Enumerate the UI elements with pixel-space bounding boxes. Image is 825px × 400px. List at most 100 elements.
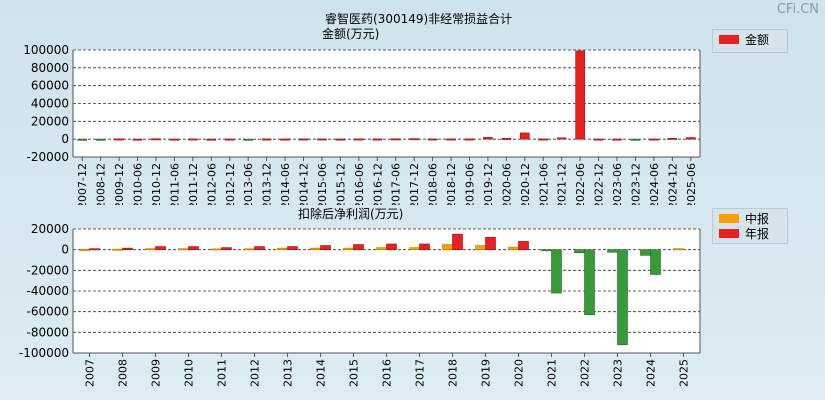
x-tick-label: 2020-06 (500, 163, 513, 205)
bar-中报-2017 (409, 247, 420, 250)
legend-swatch-amount (719, 35, 739, 44)
bar-中报-2021 (541, 249, 552, 252)
bar-年报-2012 (254, 246, 265, 250)
bar-金额-2013-06 (243, 138, 253, 141)
bar-金额-2014-12 (298, 138, 309, 141)
x-tick-label: 2013-12 (261, 163, 274, 205)
bar-金额-2010-12 (151, 138, 161, 141)
y-tick-label: -100000 (19, 346, 69, 360)
bar-年报-2018 (452, 233, 463, 250)
x-tick-label: 2016-06 (353, 163, 366, 205)
bar-中报-2011 (211, 248, 222, 251)
x-tick-label: 2011-12 (187, 163, 200, 205)
watermark: CFi.CN (776, 2, 819, 17)
bar-金额-2014-06 (280, 138, 290, 141)
bar-年报-2020 (518, 241, 529, 250)
bar-年报-2023 (617, 249, 628, 346)
bar-金额-2021-12 (556, 137, 567, 140)
bar-中报-2018 (442, 244, 453, 250)
x-tick-label: 2008 (117, 359, 130, 387)
bar-中报-2023 (607, 249, 618, 253)
x-tick-label: 2015-12 (334, 163, 347, 205)
bar-金额-2023-12 (630, 138, 641, 141)
bar-中报-2024 (640, 249, 651, 256)
bar-年报-2011 (221, 247, 232, 250)
x-tick-label: 2011-06 (168, 163, 181, 205)
y-tick-label: -20000 (26, 150, 69, 164)
bar-金额-2011-12 (188, 138, 198, 141)
top-chart: 100000 80000 60000 40000 20000 0 -20000 2007-12… (23, 43, 701, 205)
legend-item-interim: 中报 (713, 211, 787, 226)
bar-金额-2017-06 (390, 138, 401, 141)
x-tick-label: 2019 (480, 359, 493, 387)
y-tick-label: 80000 (31, 61, 69, 75)
x-tick-label: 2009 (150, 359, 163, 387)
legend-item-amount: 金额 (713, 32, 787, 47)
x-tick-label: 2014-12 (298, 163, 311, 205)
y-tick-label: -20000 (26, 263, 69, 277)
bottom-legend: 中报 年报 (712, 208, 788, 244)
y-tick-label: 20000 (31, 222, 69, 236)
x-tick-label: 2007 (84, 359, 97, 387)
x-tick-label: 2022-06 (574, 163, 587, 205)
bar-金额-2010-06 (132, 138, 143, 141)
bar-中报-2010 (178, 248, 189, 251)
x-tick-label: 2011 (216, 359, 229, 387)
bar-中报-2009 (145, 248, 156, 251)
bar-中报-2008 (112, 248, 123, 251)
x-tick-label: 2016-12 (371, 163, 384, 205)
bar-金额-2024-06 (649, 138, 659, 141)
bar-金额-2016-12 (372, 138, 383, 141)
bar-金额-2015-06 (317, 138, 327, 141)
x-tick-label: 2014-06 (279, 163, 292, 205)
bar-金额-2023-06 (612, 138, 622, 141)
bar-金额-2007-12 (77, 138, 88, 141)
bar-年报-2021 (551, 249, 562, 294)
bar-金额-2017-12 (409, 138, 419, 141)
x-tick-label: 2020-12 (519, 163, 532, 205)
bar-金额-2025-06 (685, 137, 696, 140)
x-tick-label: 2024-06 (648, 163, 661, 205)
bar-金额-2020-12 (520, 132, 530, 140)
bar-金额-2018-12 (446, 138, 456, 141)
x-tick-label: 2016 (381, 359, 394, 387)
y-tick-label: -40000 (26, 284, 69, 298)
x-tick-label: 2018-12 (445, 163, 458, 205)
x-tick-label: 2012 (249, 359, 262, 387)
x-tick-label: 2019-12 (482, 163, 495, 205)
bar-年报-2009 (155, 246, 166, 250)
bar-金额-2016-06 (354, 138, 364, 141)
y-tick-label: -80000 (26, 325, 69, 339)
x-tick-label: 2009-12 (113, 163, 126, 205)
x-tick-label: 2022-12 (593, 163, 606, 205)
y-tick-label: 0 (61, 243, 69, 257)
bar-中报-2015 (343, 247, 354, 250)
x-tick-label: 2024 (645, 359, 658, 387)
y-tick-label: 60000 (31, 79, 69, 93)
bar-中报-2025 (673, 248, 684, 251)
x-tick-label: 2021 (546, 359, 559, 387)
x-tick-label: 2021-06 (537, 163, 550, 205)
top-legend: 金额 (712, 29, 788, 53)
bar-中报-2016 (376, 247, 387, 250)
bar-中报-2020 (508, 246, 519, 250)
bar-金额-2018-06 (427, 138, 438, 141)
x-tick-label: 2013 (282, 359, 295, 387)
x-tick-label: 2018-06 (427, 163, 440, 205)
x-tick-label: 2010 (183, 359, 196, 387)
x-tick-label: 2020 (513, 359, 526, 387)
top-chart-subtitle: 金额(万元) (322, 27, 380, 41)
legend-label-interim: 中报 (745, 212, 770, 226)
bar-年报-2013 (287, 246, 298, 250)
y-tick-label: 40000 (31, 97, 69, 111)
x-tick-label: 2022 (579, 359, 592, 387)
x-tick-label: 2023-06 (611, 163, 624, 205)
y-tick-label: 0 (61, 132, 69, 146)
x-tick-label: 2015 (348, 359, 361, 387)
bar-金额-2019-12 (483, 137, 493, 140)
x-tick-label: 2023-12 (629, 163, 642, 205)
bar-金额-2009-12 (114, 138, 124, 141)
bar-中报-2007 (79, 249, 90, 251)
